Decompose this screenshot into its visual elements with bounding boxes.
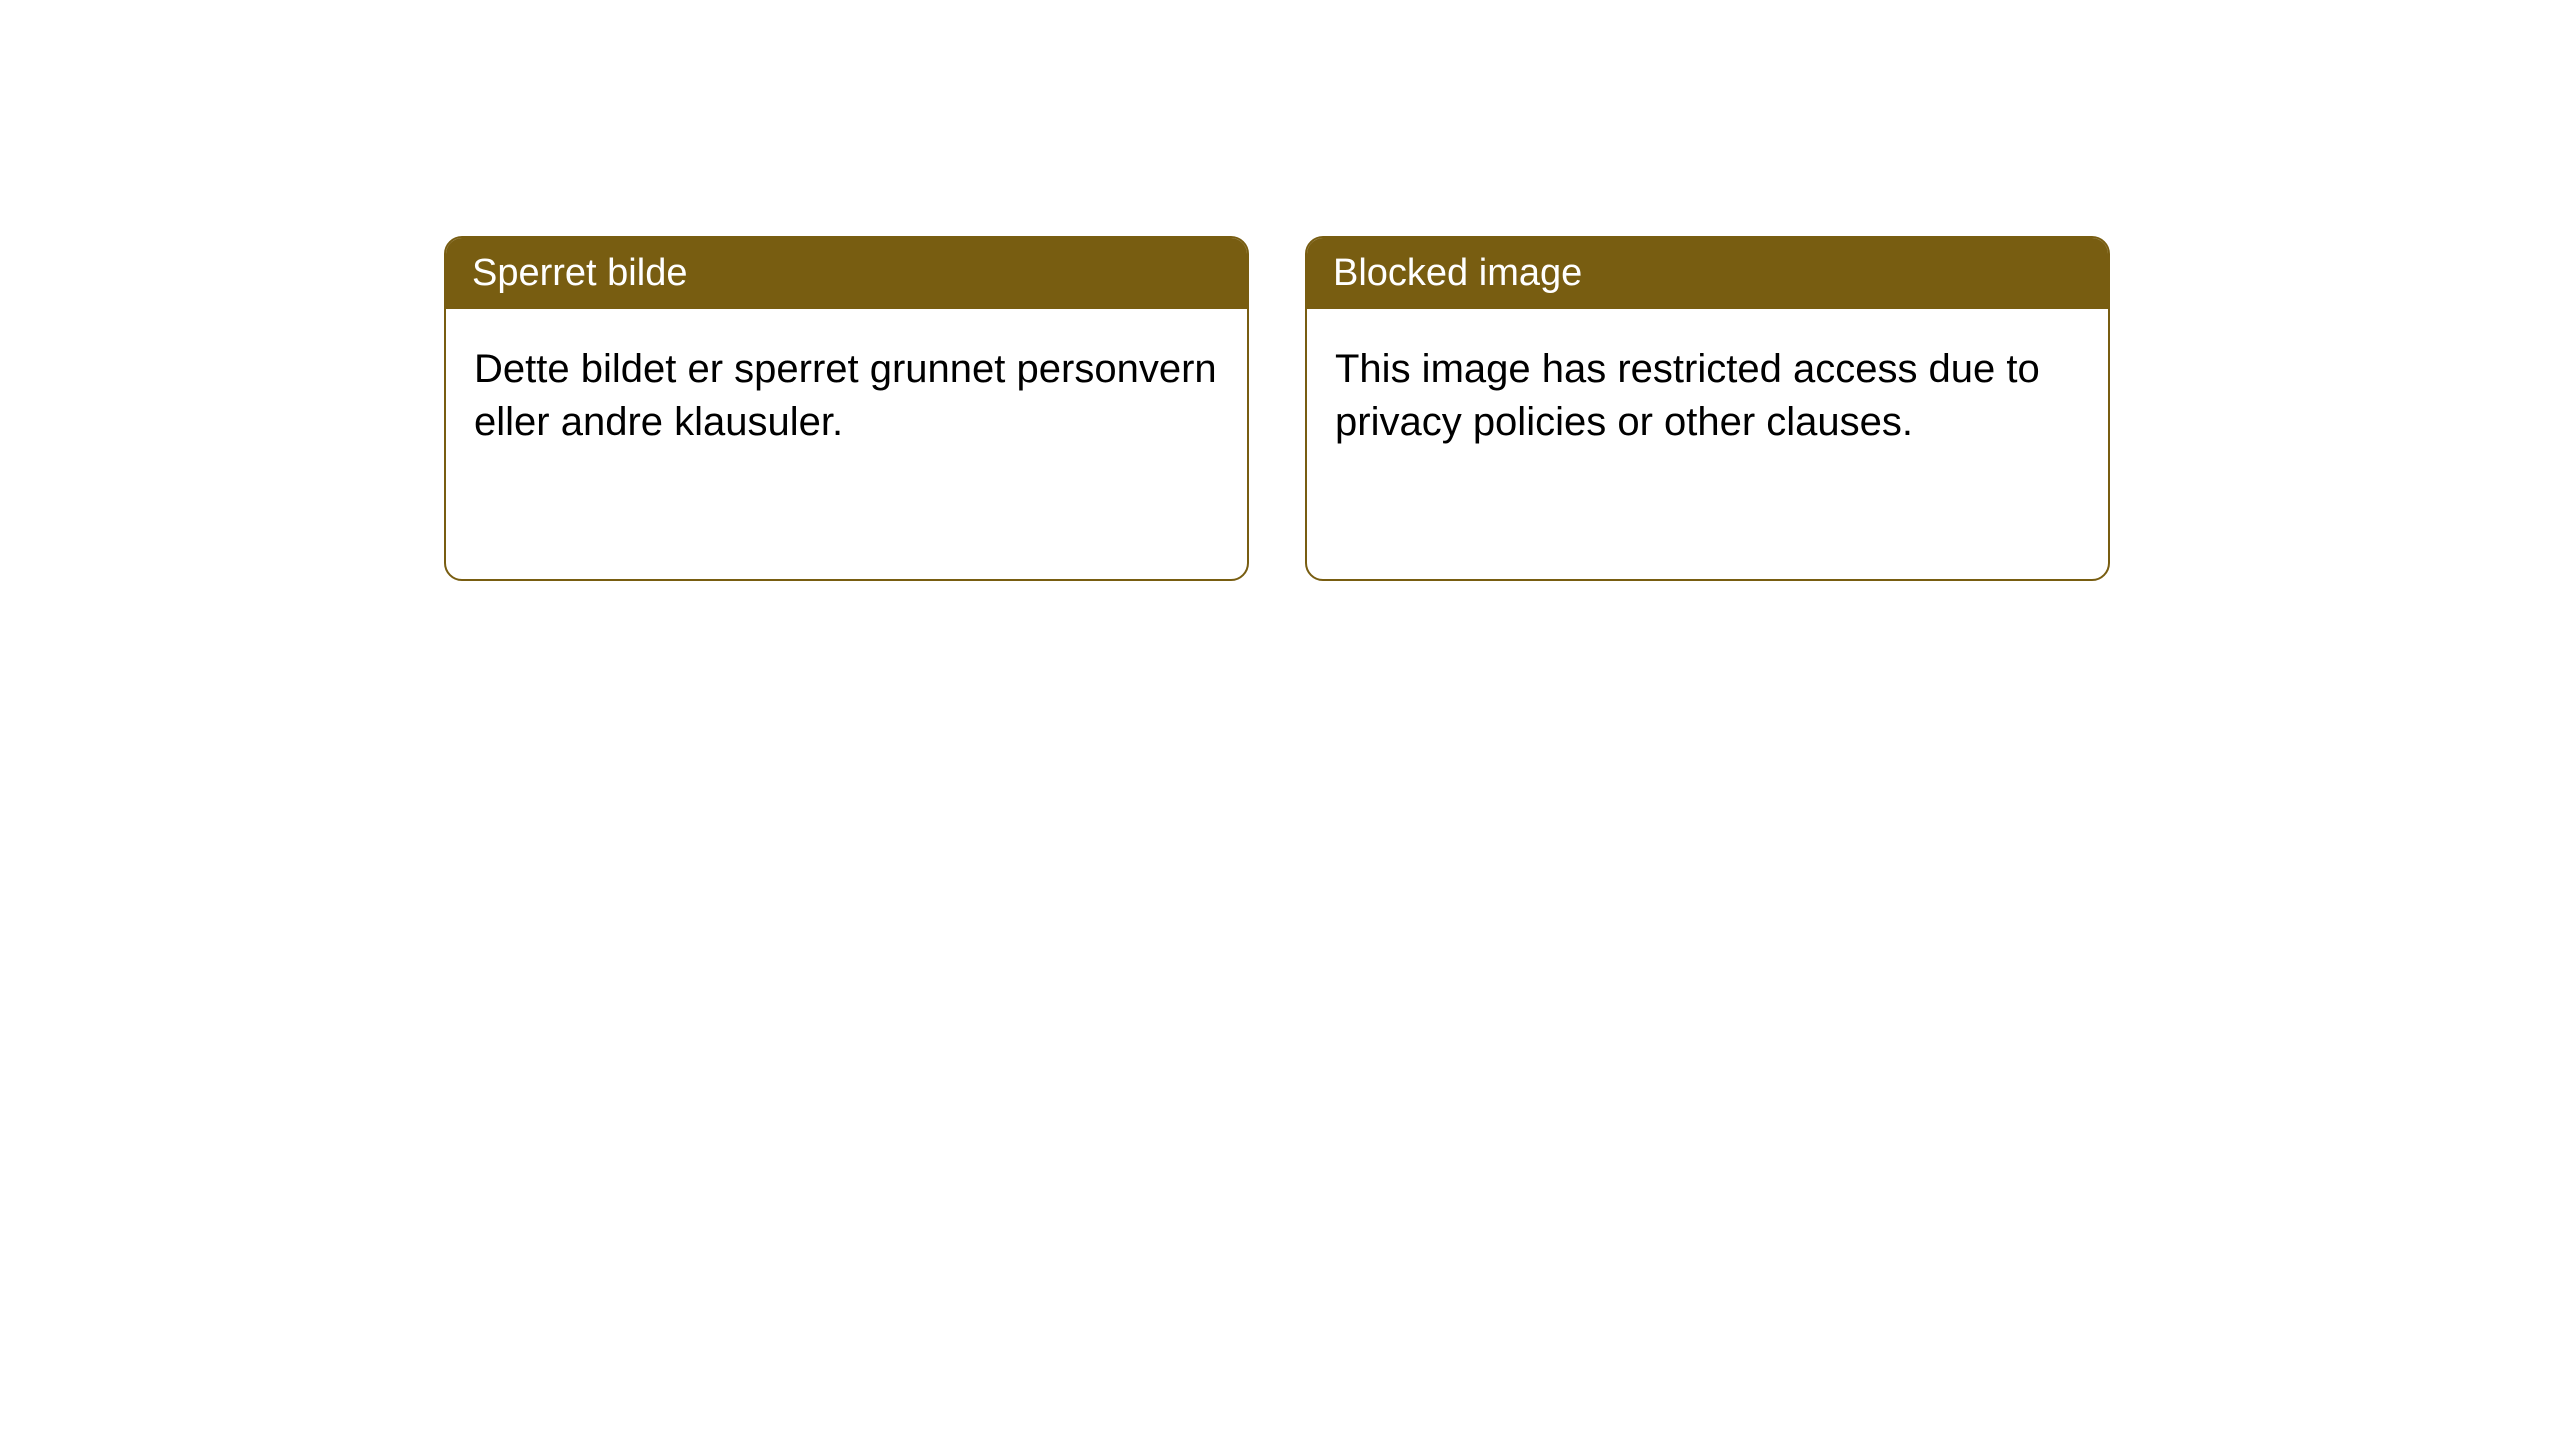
notice-body-text: This image has restricted access due to …: [1335, 347, 2040, 444]
notice-card-english: Blocked image This image has restricted …: [1305, 236, 2110, 581]
notice-header: Blocked image: [1307, 238, 2108, 309]
notice-header: Sperret bilde: [446, 238, 1247, 309]
notice-title: Sperret bilde: [472, 252, 687, 294]
notice-body: Dette bildet er sperret grunnet personve…: [446, 309, 1247, 579]
notice-title: Blocked image: [1333, 252, 1582, 294]
notice-body: This image has restricted access due to …: [1307, 309, 2108, 579]
notice-body-text: Dette bildet er sperret grunnet personve…: [474, 347, 1217, 444]
notice-container: Sperret bilde Dette bildet er sperret gr…: [444, 236, 2110, 581]
notice-card-norwegian: Sperret bilde Dette bildet er sperret gr…: [444, 236, 1249, 581]
